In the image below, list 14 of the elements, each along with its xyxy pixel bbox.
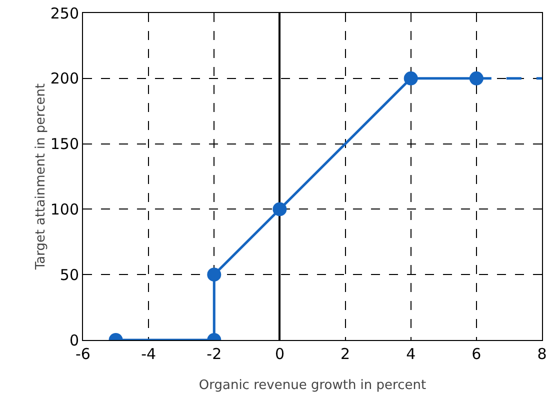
x-tick-label: 4 xyxy=(406,345,416,363)
x-tick-label: 6 xyxy=(472,345,482,363)
x-tick-label: 2 xyxy=(340,345,350,363)
y-tick-label: 50 xyxy=(60,266,79,284)
x-tick-label: 0 xyxy=(274,345,284,363)
x-tick-label: -4 xyxy=(141,345,156,363)
y-axis-title: Target attainment in percent xyxy=(33,83,48,271)
x-tick-label: -2 xyxy=(206,345,222,363)
x-tick-label: 8 xyxy=(537,345,547,363)
y-tick-label: 100 xyxy=(50,200,79,218)
y-tick-label: 200 xyxy=(50,70,79,88)
x-axis-title: Organic revenue growth in percent xyxy=(198,378,426,393)
y-tick-label: 250 xyxy=(50,4,79,22)
y-tick-label: 150 xyxy=(50,135,79,154)
